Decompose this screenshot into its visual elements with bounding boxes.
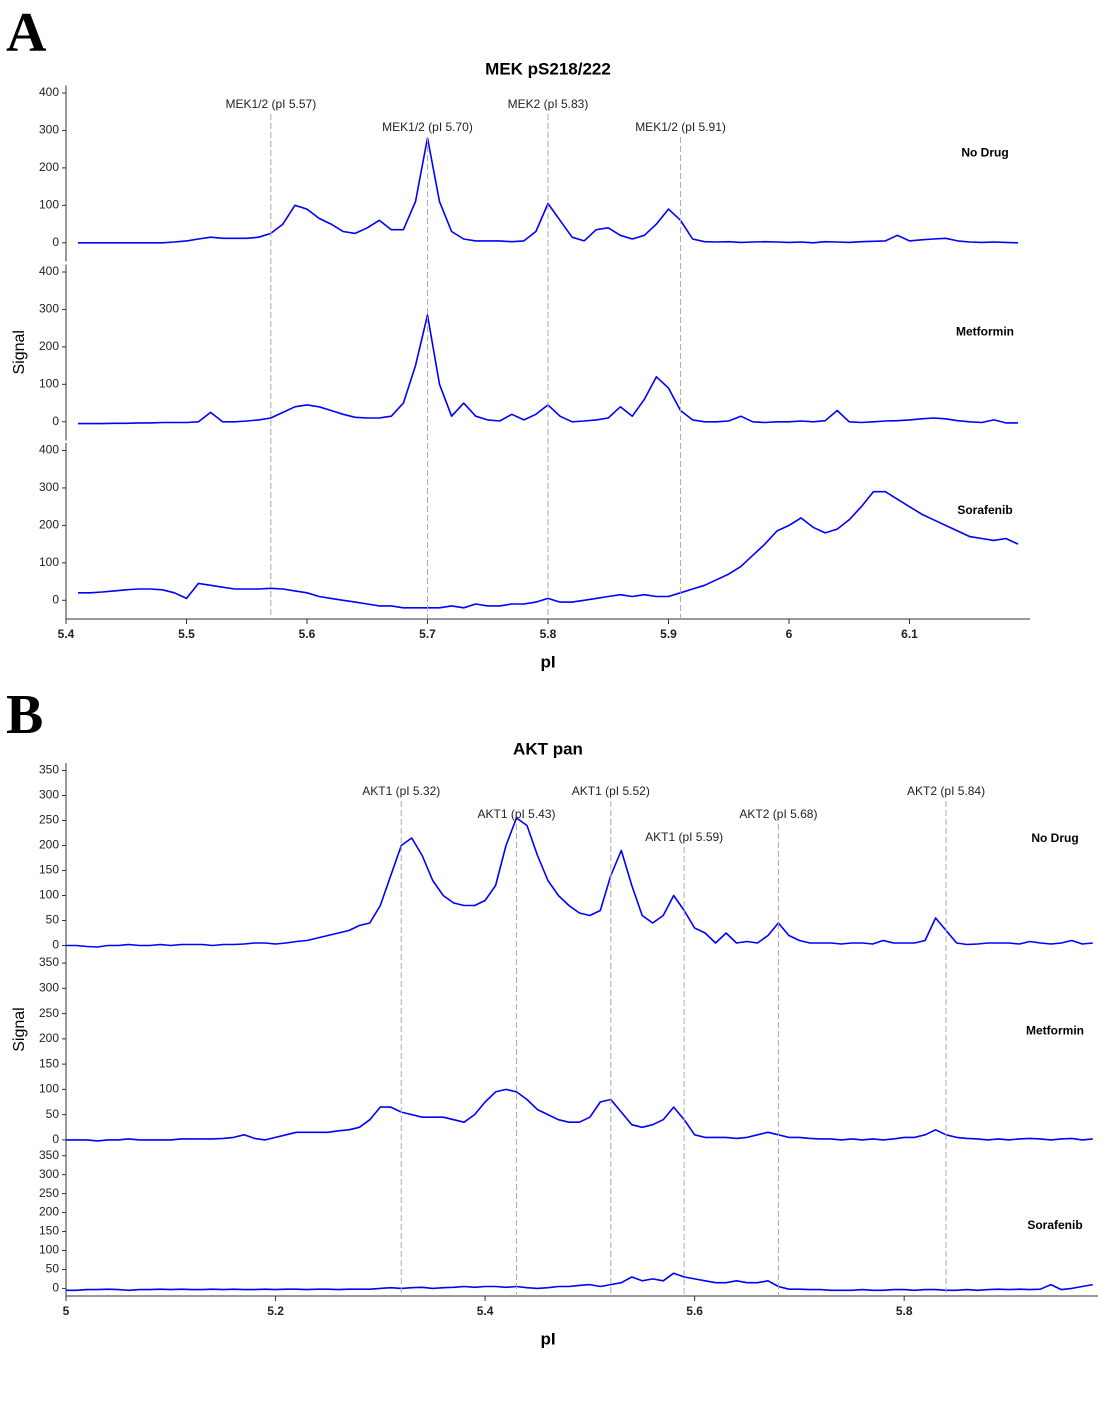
y-tick-label: 200 [39,518,59,532]
y-tick-label: 100 [39,377,59,391]
marker-label: AKT1 (pI 5.32) [362,784,440,798]
series-name: No Drug [961,146,1008,160]
y-tick-label: 200 [39,160,59,174]
panel-letter: B [6,684,43,746]
trace [66,1088,1093,1142]
y-tick-label: 0 [52,938,59,952]
x-tick-label: 5.6 [686,1304,703,1318]
trace [78,137,1019,244]
y-tick-label: 0 [52,1132,59,1146]
y-tick-label: 400 [39,85,59,99]
y-tick-label: 200 [39,339,59,353]
y-tick-label: 300 [39,1167,59,1181]
y-tick-label: 100 [39,555,59,569]
x-tick-label: 5.5 [178,627,195,641]
y-tick-label: 100 [39,888,59,902]
x-tick-label: 5.8 [896,1304,913,1318]
y-tick-label: 0 [52,414,59,428]
y-tick-label: 300 [39,788,59,802]
y-tick-label: 300 [39,981,59,995]
trace [66,1272,1093,1292]
marker-label: MEK2 (pI 5.83) [508,97,589,111]
marker-label: AKT1 (pI 5.59) [645,830,723,844]
panel-letter: A [6,2,47,64]
y-tick-label: 150 [39,1224,59,1238]
marker-label: AKT2 (pI 5.68) [739,807,817,821]
marker-label: MEK1/2 (pI 5.70) [382,120,473,134]
x-tick-label: 5.4 [58,627,75,641]
y-tick-label: 200 [39,1031,59,1045]
x-tick-label: 6 [786,627,793,641]
y-tick-label: 400 [39,443,59,457]
series-name: Metformin [1026,1024,1084,1038]
marker-label: AKT1 (pI 5.52) [572,784,650,798]
y-tick-label: 350 [39,763,59,777]
y-tick-label: 50 [46,913,60,927]
y-tick-label: 250 [39,1186,59,1200]
trace [78,490,1019,609]
y-tick-label: 200 [39,1205,59,1219]
y-tick-label: 100 [39,198,59,212]
y-tick-label: 250 [39,813,59,827]
y-axis-label: Signal [11,330,28,374]
y-tick-label: 100 [39,1243,59,1257]
x-tick-label: 5.6 [299,627,316,641]
x-tick-label: 5.4 [477,1304,494,1318]
y-tick-label: 200 [39,838,59,852]
x-tick-label: 5 [63,1304,70,1318]
y-tick-label: 150 [39,1056,59,1070]
y-tick-label: 150 [39,863,59,877]
y-tick-label: 350 [39,955,59,969]
x-tick-label: 5.7 [419,627,436,641]
x-axis-label: pI [540,652,555,671]
y-tick-label: 0 [52,592,59,606]
marker-label: MEK1/2 (pI 5.57) [225,97,316,111]
series-name: Sorafenib [957,503,1012,517]
y-tick-label: 300 [39,302,59,316]
marker-label: AKT1 (pI 5.43) [477,807,555,821]
y-tick-label: 300 [39,480,59,494]
x-tick-label: 5.2 [267,1304,284,1318]
series-name: No Drug [1031,831,1078,845]
y-tick-label: 50 [46,1262,60,1276]
x-tick-label: 6.1 [901,627,918,641]
y-tick-label: 0 [52,235,59,249]
x-tick-label: 5.8 [540,627,557,641]
y-axis-label: Signal [11,1007,28,1051]
chart-title: MEK pS218/222 [485,59,611,78]
y-tick-label: 300 [39,123,59,137]
y-tick-label: 100 [39,1082,59,1096]
y-tick-label: 250 [39,1006,59,1020]
chart-title: AKT pan [513,739,583,758]
x-axis-label: pI [540,1329,555,1348]
x-tick-label: 5.9 [660,627,677,641]
y-tick-label: 50 [46,1107,60,1121]
series-name: Sorafenib [1027,1218,1082,1232]
marker-label: MEK1/2 (pI 5.91) [635,120,726,134]
series-name: Metformin [956,325,1014,339]
marker-label: AKT2 (pI 5.84) [907,784,985,798]
trace [66,817,1093,948]
y-tick-label: 400 [39,264,59,278]
y-tick-label: 350 [39,1148,59,1162]
y-tick-label: 0 [52,1281,59,1295]
